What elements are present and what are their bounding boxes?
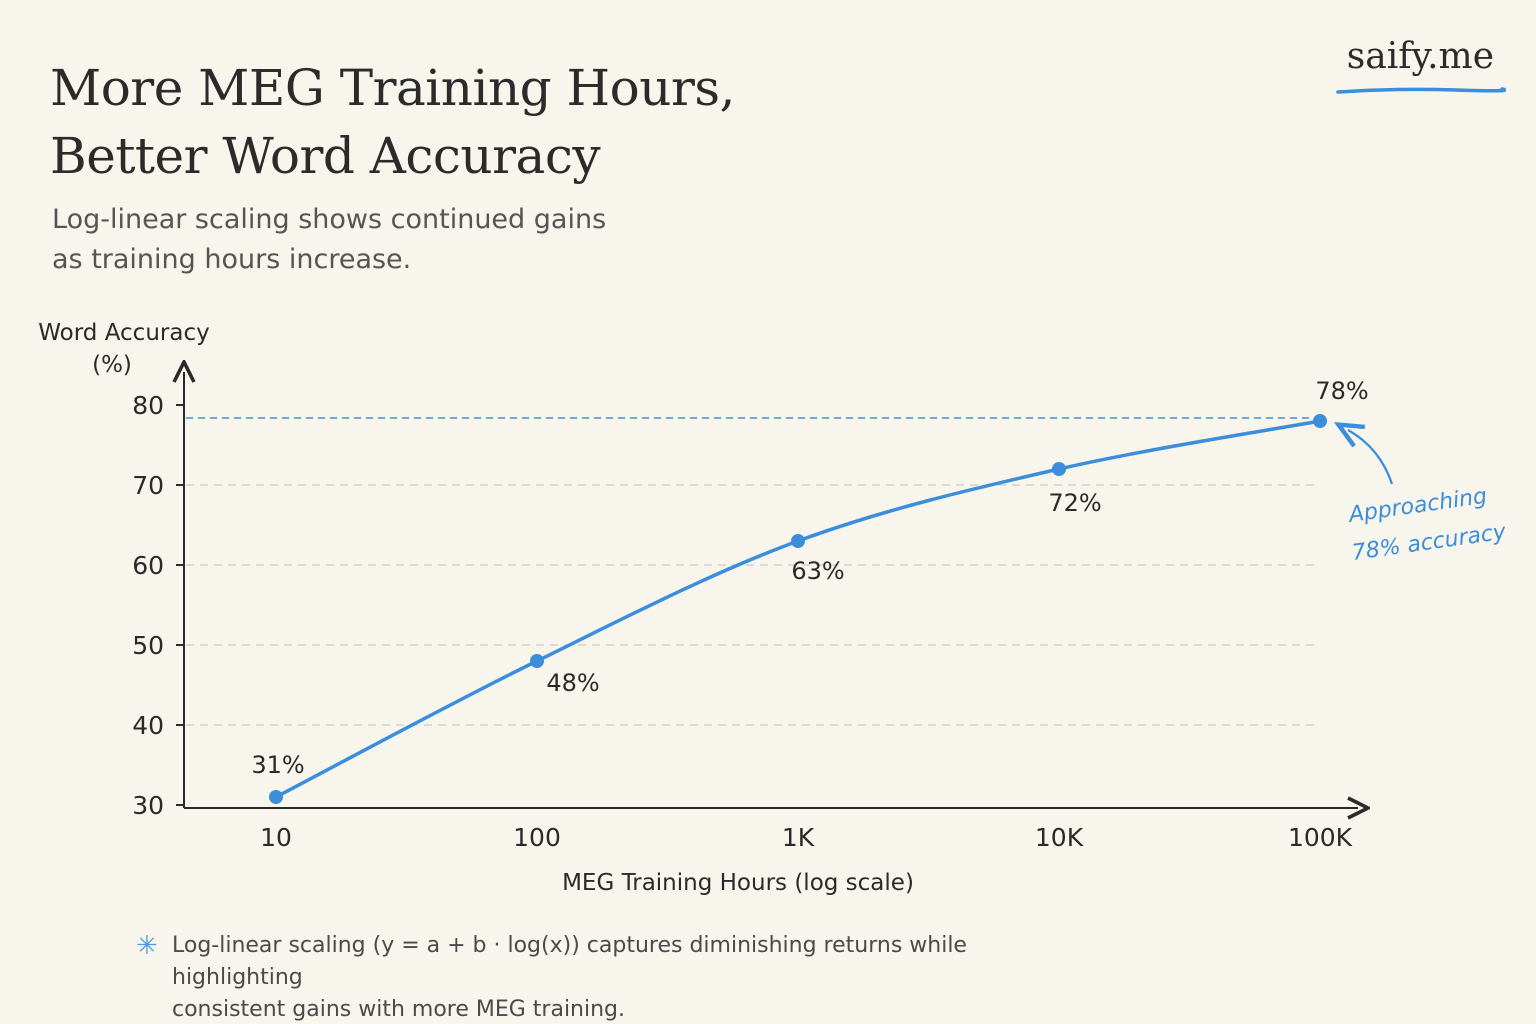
- x-tick-label: 100: [513, 823, 561, 852]
- subtitle-line-1: Log-linear scaling shows continued gains: [52, 204, 607, 235]
- data-point: [1052, 462, 1066, 476]
- x-axis-ticks: 10 100 1K 10K 100K: [260, 823, 1353, 852]
- footnote: ✳ Log-linear scaling (y = a + b · log(x))…: [136, 930, 1140, 1024]
- footnote-line-2: consistent gains with more MEG training.: [172, 997, 626, 1022]
- x-tick-label: 1K: [782, 823, 815, 852]
- data-point: [530, 654, 544, 668]
- annotation-line-1: Approaching: [1345, 484, 1488, 528]
- x-tick-label: 10K: [1035, 823, 1084, 852]
- y-tick-label: 80: [132, 391, 164, 420]
- page-subtitle: Log-linear scaling shows continued gains…: [52, 200, 652, 280]
- footnote-text: Log-linear scaling (y = a + b · log(x)) …: [172, 930, 1072, 1024]
- x-axis-title: MEG Training Hours (log scale): [562, 870, 914, 896]
- y-tick-label: 60: [132, 551, 164, 580]
- title-line-1: More MEG Training Hours,: [50, 59, 735, 117]
- subtitle-line-2: as training hours increase.: [52, 244, 412, 275]
- x-tick-label: 100K: [1288, 823, 1353, 852]
- y-tick-label: 70: [132, 471, 164, 500]
- footnote-line-1: Log-linear scaling (y = a + b · log(x)) …: [172, 933, 967, 990]
- brand-underline: [1336, 87, 1506, 94]
- data-label: 48%: [546, 669, 599, 697]
- x-tick-label: 10: [260, 823, 292, 852]
- title-line-2: Better Word Accuracy: [50, 127, 601, 185]
- data-point: [791, 534, 805, 548]
- brand-logo: saify.me: [1346, 36, 1494, 77]
- y-axis-ticks: 30 40 50 60 70 80: [132, 391, 184, 820]
- y-axis-title-line-2: (%): [92, 352, 132, 378]
- annotation: Approaching 78% accuracy: [1345, 430, 1508, 566]
- data-labels: 31% 48% 63% 72% 78%: [251, 377, 1368, 779]
- annotation-arrow: [1348, 430, 1394, 485]
- data-label: 63%: [791, 557, 844, 585]
- y-tick-label: 40: [132, 711, 164, 740]
- series-layer: [269, 414, 1327, 804]
- y-tick-label: 50: [132, 631, 164, 660]
- series-line: [274, 419, 1322, 799]
- page-title: More MEG Training Hours, Better Word Acc…: [50, 54, 850, 190]
- grid-lines: [186, 484, 1320, 726]
- y-tick-label: 30: [132, 791, 164, 820]
- y-axis-title-line-1: Word Accuracy: [38, 320, 209, 346]
- data-label: 31%: [251, 751, 304, 779]
- data-label: 78%: [1315, 377, 1368, 405]
- data-label: 72%: [1048, 489, 1101, 517]
- asterisk-icon: ✳: [136, 931, 158, 961]
- annotation-line-2: 78% accuracy: [1350, 519, 1508, 565]
- data-point: [1313, 414, 1327, 428]
- data-point: [269, 790, 283, 804]
